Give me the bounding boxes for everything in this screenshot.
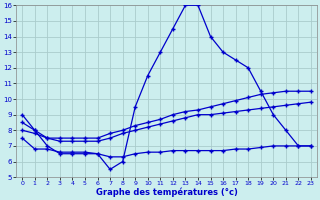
X-axis label: Graphe des températures (°c): Graphe des températures (°c)	[96, 188, 237, 197]
